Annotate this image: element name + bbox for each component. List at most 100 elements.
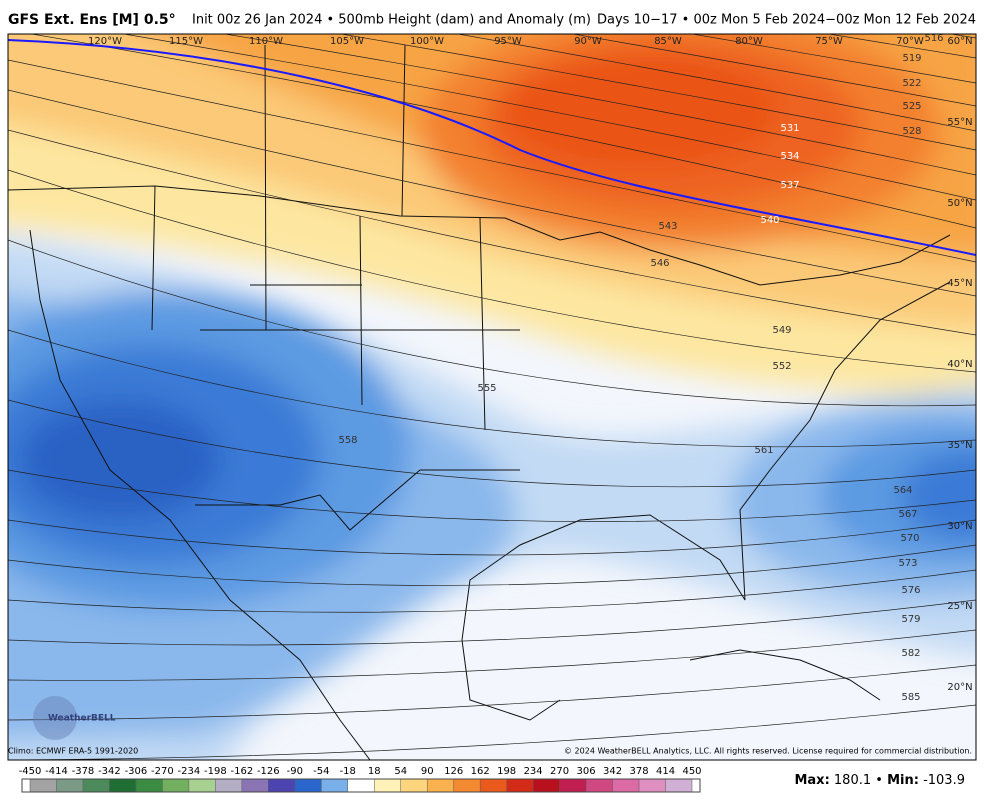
contour-line [8, 629, 976, 681]
contour-label: 528 [902, 126, 921, 137]
contour-label: 582 [901, 648, 920, 659]
latitude-label: 40°N [947, 359, 972, 370]
contour-line [8, 599, 976, 646]
contour-line [690, 34, 976, 84]
contour-line [8, 664, 976, 721]
max-value: 180.1 [834, 773, 871, 788]
longitude-label: 70°W [896, 36, 924, 47]
colorbar-tick-label: 414 [656, 766, 675, 777]
colorbar-tick-label: 54 [394, 766, 407, 777]
latitude-label: 35°N [947, 440, 972, 451]
colorbar-frame [21, 778, 701, 793]
longitude-label: 80°W [735, 36, 763, 47]
colorbar-tick-label: 198 [497, 766, 516, 777]
colorbar-tick-label: 126 [444, 766, 463, 777]
colorbar-swatch [586, 779, 613, 792]
longitude-label: 110°W [249, 36, 283, 47]
contour-line [8, 519, 976, 556]
colorbar-tick-label: 270 [550, 766, 569, 777]
colorbar-swatch [453, 779, 481, 792]
longitude-label: 75°W [815, 36, 843, 47]
contour-label: 561 [754, 445, 773, 456]
colorbar-tick-label: -414 [45, 766, 68, 777]
colorbar-swatch [321, 779, 348, 792]
colorbar-tick-label: -126 [257, 766, 280, 777]
colorbar-swatch [506, 779, 534, 792]
colorbar-swatch [427, 779, 454, 792]
contour-label: 552 [772, 361, 791, 372]
latitude-label: 30°N [947, 521, 972, 532]
contour-label: 585 [901, 692, 920, 703]
longitude-label: 95°W [494, 36, 522, 47]
min-label: Min: [887, 773, 919, 788]
colorbar-swatch [109, 779, 136, 792]
colorbar-tick-label: -450 [19, 766, 42, 777]
longitude-label: 100°W [410, 36, 444, 47]
separator: • [875, 773, 883, 788]
colorbar-tick-label: -270 [151, 766, 174, 777]
contour-line [8, 129, 976, 336]
longitude-label: 85°W [654, 36, 682, 47]
colorbar-swatch [400, 779, 428, 792]
longitude-label: 120°W [88, 36, 122, 47]
colorbar-tick-label: -18 [340, 766, 356, 777]
contour-line [8, 544, 976, 586]
contour-line [8, 399, 976, 488]
colorbar-tick-label: 450 [682, 766, 701, 777]
contour-label: 531 [780, 123, 799, 134]
contour-label: 558 [338, 435, 357, 446]
contour-label: 579 [901, 614, 920, 625]
contour-label: 567 [898, 509, 917, 520]
contour-line [571, 34, 976, 107]
colorbar-tick-label: 378 [629, 766, 648, 777]
colorbar-tick-label: -306 [125, 766, 148, 777]
contour-label: 570 [900, 533, 919, 544]
contour-label: 540 [760, 215, 779, 226]
colorbar-tick-label: -162 [230, 766, 253, 777]
colorbar-tick-label: -342 [98, 766, 121, 777]
colorbar-swatch [215, 779, 242, 792]
colorbar-tick-label: -198 [204, 766, 227, 777]
copyright: © 2024 WeatherBELL Analytics, LLC. All r… [564, 747, 972, 756]
max-label: Max: [794, 773, 829, 788]
colorbar-swatch [639, 779, 666, 792]
latitude-label: 60°N [947, 36, 972, 47]
colorbar-tick-label: -234 [178, 766, 201, 777]
latitude-label: 20°N [947, 682, 972, 693]
freezing-thickness-line [8, 39, 976, 256]
contour-line [121, 34, 976, 201]
colorbar-tick-label: 90 [421, 766, 434, 777]
colorbar-swatch [188, 779, 216, 792]
contour-line [8, 89, 976, 297]
colorbar-swatch [135, 779, 163, 792]
colorbar-swatch [347, 779, 375, 792]
colorbar-tick-label: 306 [577, 766, 596, 777]
colorbar-swatch [56, 779, 83, 792]
title: GFS Ext. Ens [M] 0.5° [8, 12, 176, 28]
colorbar-swatch [665, 779, 692, 792]
contour-line [8, 569, 976, 613]
latitude-label: 50°N [947, 198, 972, 209]
contour-label: 555 [477, 383, 496, 394]
min-value: -103.9 [923, 773, 965, 788]
colorbar-tick-label: 18 [368, 766, 381, 777]
contour-label: 573 [898, 558, 917, 569]
colorbar-tick-label: 342 [603, 766, 622, 777]
contour-line [8, 239, 976, 407]
colorbar-swatch [559, 779, 587, 792]
colorbar-swatch [30, 779, 57, 792]
longitude-label: 105°W [330, 36, 364, 47]
contour-line [8, 169, 976, 373]
colorbar-swatch [268, 779, 295, 792]
contour-label: 516 [924, 33, 943, 44]
contour-label: 519 [902, 53, 921, 64]
logo-icon [33, 696, 77, 740]
colorbar-swatch [294, 779, 322, 792]
borders [8, 44, 951, 760]
colorbar-swatch [82, 779, 110, 792]
colorbar-swatch [480, 779, 507, 792]
colorbar: -450 -414 -378 -342 -306 -270 -234 -198 -162 -126… [19, 766, 702, 793]
latitude-label: 55°N [947, 117, 972, 128]
